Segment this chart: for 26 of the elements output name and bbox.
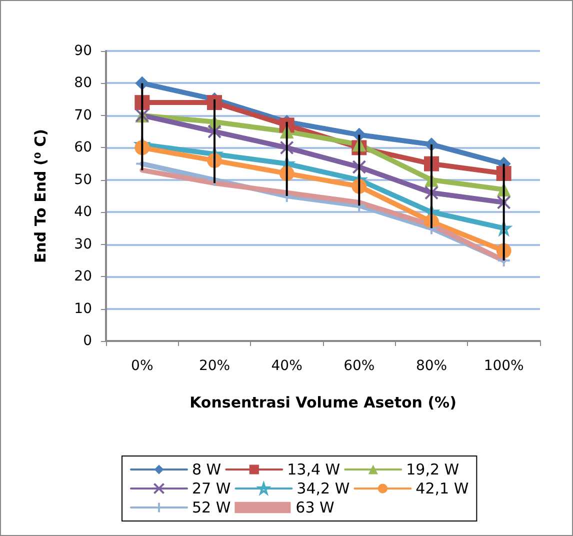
y-tick-label: 40: [74, 204, 92, 220]
legend-label: 8 W: [192, 460, 222, 478]
legend-label: 13,4 W: [287, 460, 340, 478]
y-tick-label: 0: [83, 333, 92, 349]
y-tick-label: 60: [74, 140, 92, 156]
x-tick-label: 40%: [271, 358, 302, 374]
y-tick-label: 30: [74, 236, 92, 252]
y-tick-label: 70: [74, 107, 92, 124]
legend-label: 63 W: [296, 498, 335, 516]
legend-label: 19,2 W: [406, 460, 460, 478]
x-tick-label: 60%: [344, 358, 375, 374]
x-tick-label: 20%: [198, 358, 230, 374]
legend-label: 42,1 W: [416, 480, 469, 498]
y-tick-label: 90: [74, 43, 92, 59]
y-tick-label: 80: [74, 75, 92, 92]
legend-label: 27 W: [192, 480, 231, 498]
y-tick-label: 50: [74, 172, 92, 188]
x-tick-label: 80%: [416, 358, 448, 374]
y-tick-label: 10: [74, 300, 92, 317]
legend-label: 52 W: [192, 498, 231, 516]
x-tick-label: 0%: [131, 358, 154, 374]
x-axis-title: Konsentrasi Volume Aseton (%): [190, 394, 456, 412]
x-tick-label: 100%: [484, 358, 524, 374]
y-tick-label: 20: [74, 268, 92, 285]
y-axis-title: End To End (⁰ C): [32, 128, 50, 264]
legend-label: 34,2 W: [296, 480, 350, 498]
